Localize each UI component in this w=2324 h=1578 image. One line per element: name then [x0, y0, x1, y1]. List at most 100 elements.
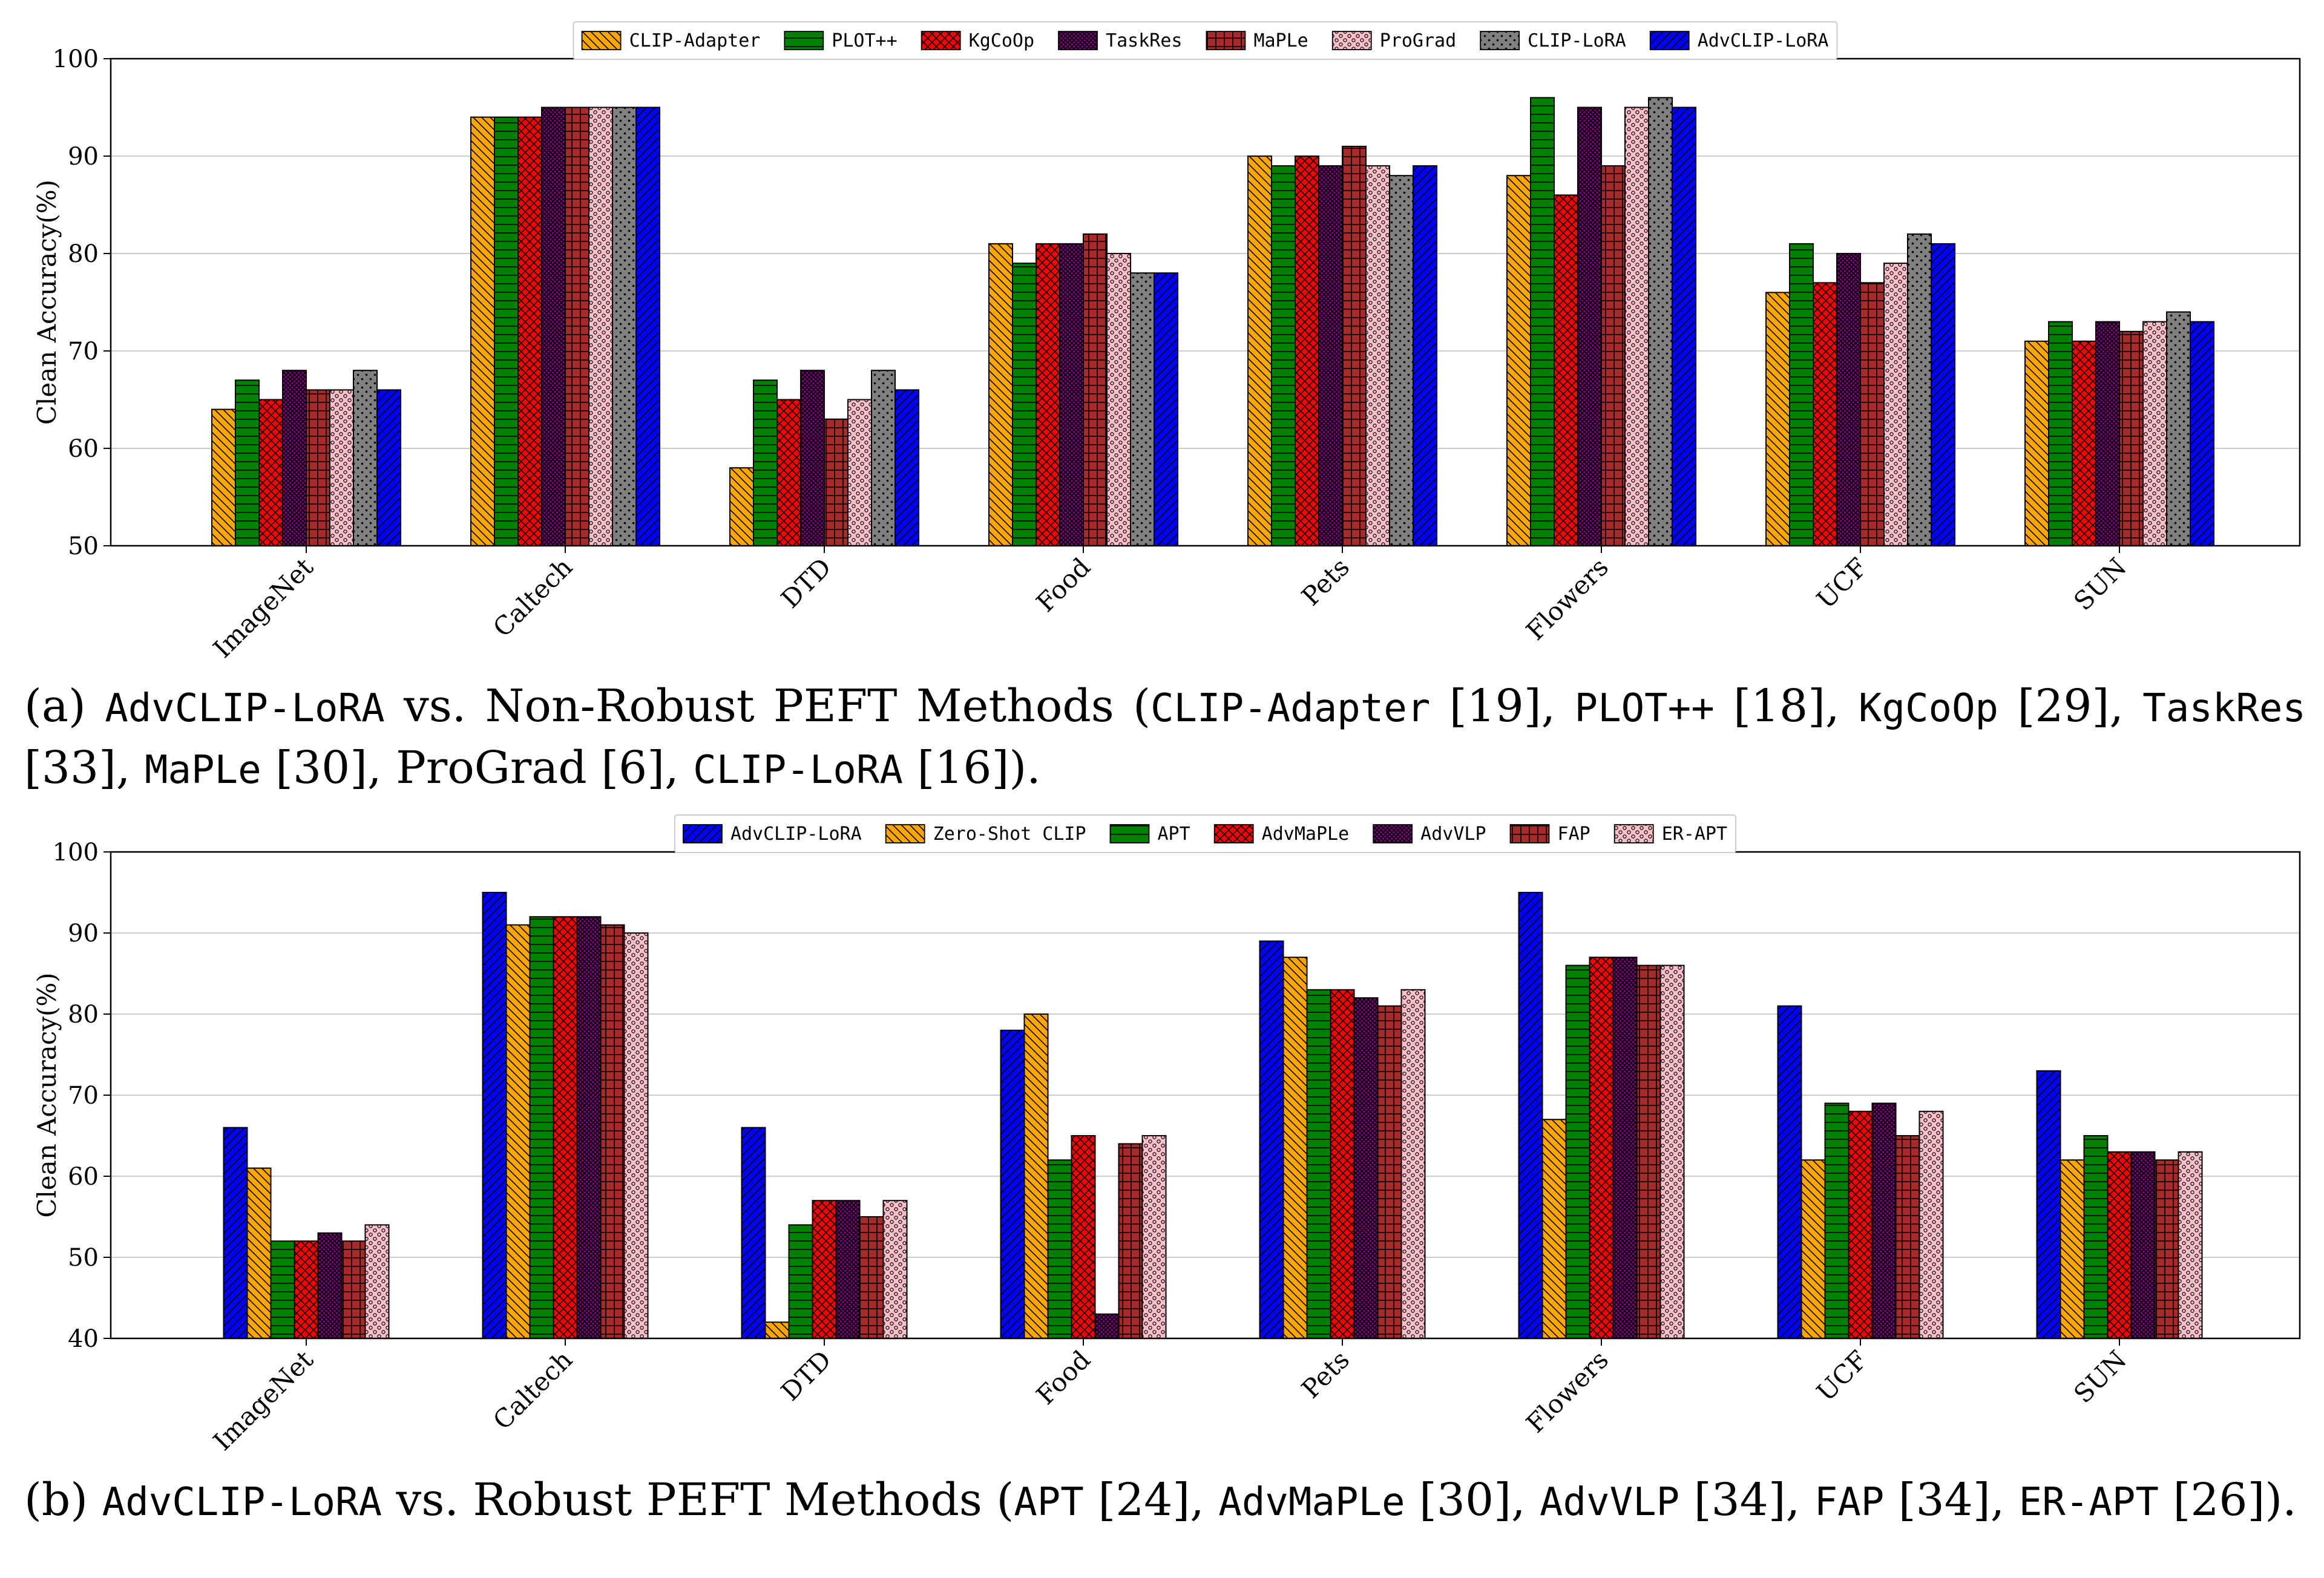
- bar-clip-adapter-dtd: [729, 467, 754, 547]
- bar-apt-imagenet: [270, 1240, 295, 1339]
- caption-a-label: (a): [24, 680, 86, 732]
- bar-kgcoop-flowers: [1554, 194, 1578, 546]
- bar-er-apt-pets: [1400, 989, 1426, 1340]
- bar-clip-lora-flowers: [1648, 97, 1673, 546]
- legend-swatch-clip-adapter: [581, 31, 622, 50]
- bar-advvlp-flowers: [1612, 957, 1638, 1339]
- bar-apt-flowers: [1565, 964, 1590, 1339]
- plot-frame: [110, 57, 2301, 547]
- bar-maple-pets: [1342, 145, 1367, 546]
- bar-er-apt-food: [1141, 1135, 1167, 1339]
- bar-advclip-lora-imagenet: [223, 1127, 248, 1339]
- legend-swatch-plot: [784, 31, 824, 50]
- bar-clip-lora-pets: [1389, 175, 1414, 546]
- bar-advmaple-flowers: [1589, 957, 1614, 1339]
- legend-swatch-prograd: [1331, 31, 1372, 50]
- x-tick-label-sun: SUN: [2068, 1344, 2132, 1409]
- y-tick-label: 80: [68, 240, 99, 268]
- bar-prograd-food: [1106, 253, 1131, 546]
- legend-label-advvlp: AdvVLP: [1420, 823, 1486, 845]
- caption-a: (a) AdvCLIP-LoRA vs. Non-Robust PEFT Met…: [24, 680, 2306, 794]
- legend-swatch-fap: [1509, 824, 1550, 843]
- caption-b-method: AdvCLIP-LoRA: [102, 1480, 382, 1525]
- legend-swatch-zero-shot-clip: [885, 824, 925, 843]
- legend: AdvCLIP-LoRA Zero-Shot CLIP APT AdvMaPLe Adv…: [674, 814, 1737, 853]
- x-tick-label-pets: Pets: [1296, 1344, 1355, 1404]
- legend-label-advclip-lora: AdvCLIP-LoRA: [730, 823, 862, 845]
- x-tick-label-pets: Pets: [1296, 552, 1355, 611]
- bar-advclip-lora-pets: [1259, 940, 1284, 1339]
- chart-b: 40 50 60 70 80 90 100 Clean Accuracy(%) ImageNet…: [32, 814, 2301, 1456]
- bar-advmaple-pets: [1330, 989, 1355, 1340]
- bar-zero-shot-clip-ucf: [1800, 1159, 1826, 1339]
- legend-label-kgcoop: KgCoOp: [969, 30, 1034, 51]
- legend-label-fap: FAP: [1558, 823, 1590, 845]
- caption-b: (b) AdvCLIP-LoRA vs. Robust PEFT Methods…: [24, 1474, 2297, 1526]
- legend-label-clip-lora: CLIP-LoRA: [1528, 30, 1626, 51]
- bar-zero-shot-clip-imagenet: [246, 1167, 272, 1339]
- x-tick-label-dtd: DTD: [775, 552, 837, 614]
- legend-swatch-advclip-lora: [1649, 31, 1690, 50]
- bar-clip-lora-sun: [2166, 311, 2191, 546]
- x-tick-label-flowers: Flowers: [1520, 1344, 1614, 1438]
- bar-taskres-food: [1059, 243, 1084, 546]
- bar-kgcoop-pets: [1295, 156, 1319, 546]
- bar-clip-adapter-pets: [1247, 156, 1272, 546]
- y-tick-label: 70: [68, 1082, 99, 1110]
- legend-label-advclip-lora: AdvCLIP-LoRA: [1698, 30, 1829, 51]
- bar-plot-ucf: [1789, 243, 1814, 546]
- bar-advvlp-imagenet: [317, 1232, 343, 1340]
- bar-plot-caltech: [494, 116, 519, 547]
- bar-advvlp-sun: [2130, 1151, 2156, 1340]
- bar-advmaple-caltech: [553, 916, 578, 1339]
- bar-clip-lora-food: [1130, 272, 1155, 546]
- legend-swatch-taskres: [1058, 31, 1098, 50]
- legend-label-prograd: ProGrad: [1380, 30, 1456, 51]
- bar-advclip-lora-ucf: [1931, 243, 1955, 546]
- bar-fap-ucf: [1895, 1135, 1920, 1339]
- bar-apt-ucf: [1824, 1102, 1850, 1340]
- bar-clip-lora-imagenet: [353, 370, 378, 546]
- legend-box: [573, 21, 1838, 60]
- bar-taskres-imagenet: [282, 370, 307, 546]
- bar-zero-shot-clip-sun: [2060, 1159, 2085, 1339]
- legend-label-taskres: TaskRes: [1106, 30, 1182, 51]
- bar-plot-pets: [1271, 165, 1296, 547]
- legend-label-plot: PLOT++: [832, 30, 897, 51]
- legend-swatch-advvlp: [1373, 824, 1413, 843]
- bar-zero-shot-clip-flowers: [1541, 1119, 1567, 1339]
- bar-clip-adapter-food: [988, 243, 1013, 546]
- bar-clip-adapter-ucf: [1765, 292, 1790, 546]
- bar-advclip-lora-sun: [2036, 1070, 2061, 1340]
- legend-label-apt: APT: [1158, 823, 1190, 845]
- bar-kgcoop-imagenet: [258, 399, 283, 546]
- bar-er-apt-imagenet: [364, 1224, 390, 1340]
- bar-taskres-dtd: [800, 370, 825, 546]
- x-tick-label-ucf: UCF: [1811, 1344, 1873, 1407]
- bar-maple-imagenet: [306, 389, 330, 547]
- bar-fap-caltech: [600, 924, 625, 1339]
- bar-advclip-lora-food: [1154, 272, 1178, 546]
- legend-swatch-clip-lora: [1480, 31, 1520, 50]
- bar-er-apt-sun: [2178, 1151, 2203, 1340]
- bar-maple-caltech: [565, 106, 589, 546]
- caption-b-label: (b): [24, 1474, 88, 1526]
- x-tick-label-imagenet: ImageNet: [208, 552, 319, 663]
- bar-taskres-pets: [1318, 165, 1343, 547]
- y-tick-label: 100: [53, 839, 99, 866]
- bar-er-apt-caltech: [623, 932, 649, 1339]
- y-axis-label: Clean Accuracy(%): [32, 972, 62, 1217]
- legend-label-zero-shot-clip: Zero-Shot CLIP: [933, 823, 1086, 845]
- bar-fap-flowers: [1636, 964, 1661, 1339]
- bar-prograd-imagenet: [329, 389, 354, 547]
- bar-maple-food: [1083, 233, 1108, 546]
- bar-er-apt-ucf: [1919, 1110, 1944, 1340]
- y-tick-label: 50: [68, 1244, 99, 1272]
- bar-taskres-caltech: [541, 106, 566, 546]
- bar-advmaple-food: [1071, 1135, 1096, 1339]
- y-tick-label: 50: [68, 532, 99, 560]
- bar-kgcoop-ucf: [1813, 282, 1837, 546]
- x-tick-label-ucf: UCF: [1811, 552, 1873, 614]
- bar-prograd-ucf: [1883, 263, 1908, 546]
